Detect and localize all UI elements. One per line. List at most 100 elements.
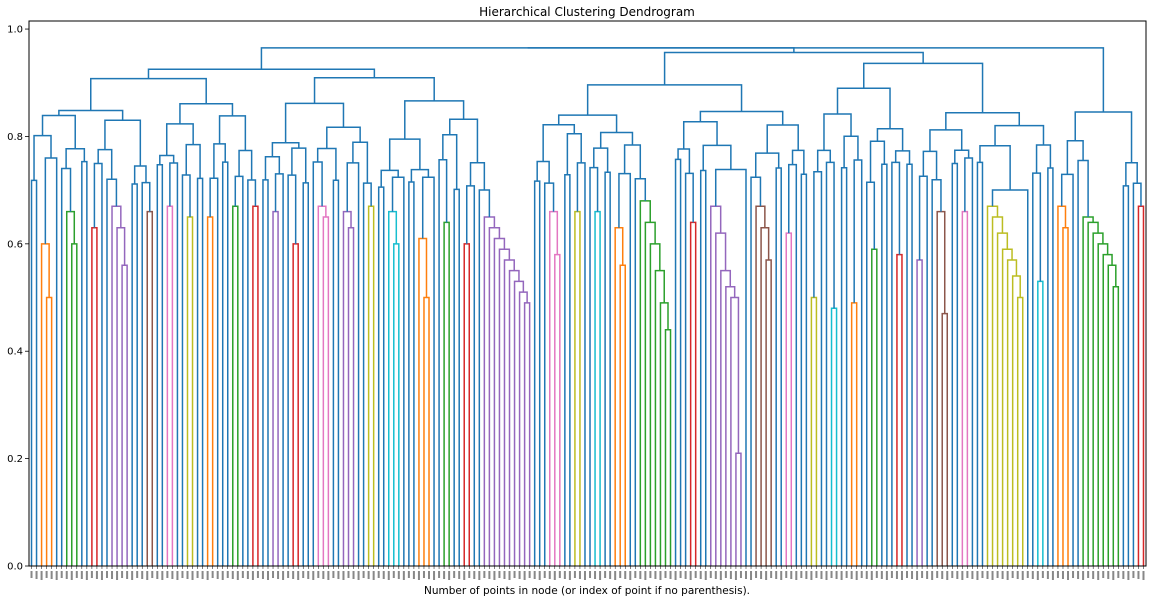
dendrogram-link — [994, 124, 1045, 146]
leaf-tick-label-glyph — [40, 571, 43, 580]
y-tick-label: 0.0 — [7, 562, 23, 573]
leaf-tick-label-glyph — [714, 571, 717, 579]
leaf-tick-label-glyph — [317, 571, 320, 578]
leaf-tick-label-glyph — [604, 571, 607, 578]
dendrogram-link — [58, 109, 124, 121]
leaf-tick-label-glyph — [724, 571, 727, 578]
leaf-tick-label-glyph — [136, 571, 139, 578]
dendrogram-link — [527, 47, 1105, 113]
leaf-tick-label-glyph — [548, 571, 551, 579]
leaf-tick-label-glyph — [146, 571, 149, 580]
leaf-tick-label-glyph — [951, 571, 954, 578]
dendrogram-link — [284, 102, 345, 143]
dendrogram-link — [702, 144, 732, 171]
leaf-tick-label-glyph — [1026, 571, 1029, 578]
dendrogram-link — [715, 232, 727, 566]
leaf-tick-label-glyph — [790, 571, 793, 579]
leaf-tick-label-glyph — [1112, 571, 1115, 580]
leaf-tick-label-glyph — [478, 571, 481, 580]
dendrogram-link — [1035, 144, 1052, 174]
leaf-tick-label-glyph — [85, 571, 88, 580]
dendrogram-link — [830, 307, 838, 566]
dendrogram-link — [566, 132, 582, 175]
leaf-tick-label-glyph — [830, 571, 833, 578]
leaf-tick-label-glyph — [629, 571, 632, 580]
leaf-tick-label-glyph — [206, 571, 209, 580]
dendrogram-link — [146, 210, 154, 566]
dendrogram-link — [1006, 259, 1018, 566]
leaf-tick-label-glyph — [458, 571, 461, 579]
y-tick-label: 0.6 — [7, 239, 23, 250]
dendrogram-link — [619, 264, 626, 566]
dendrogram-link — [465, 185, 476, 566]
leaf-tick-label-glyph — [619, 571, 622, 578]
dendrogram-link — [936, 210, 946, 566]
leaf-tick-label-glyph — [65, 571, 68, 579]
dendrogram-link — [644, 221, 656, 566]
dendrogram-link — [352, 141, 369, 184]
leaf-tick-label-glyph — [986, 571, 989, 579]
leaf-tick-label-glyph — [880, 571, 883, 579]
leaf-tick-label-glyph — [669, 571, 672, 579]
dendrogram-link — [388, 210, 398, 566]
leaf-tick-label-glyph — [966, 571, 969, 578]
leaf-tick-label-glyph — [649, 571, 652, 578]
dendrogram-link — [810, 296, 818, 566]
leaf-tick-label-glyph — [513, 571, 516, 578]
dendrogram-link — [65, 148, 86, 169]
dendrogram-link — [463, 243, 471, 566]
dendrogram-link — [313, 76, 435, 104]
dendrogram-link — [1060, 173, 1074, 566]
leaf-tick-label-glyph — [337, 571, 340, 579]
leaf-tick-label-glyph — [105, 571, 108, 578]
leaf-tick-label-glyph — [583, 571, 586, 580]
leaf-tick-label-glyph — [981, 571, 984, 578]
dendrogram-link — [1137, 205, 1145, 566]
leaf-tick-label-glyph — [438, 571, 441, 578]
dendrogram-link — [682, 121, 718, 150]
leaf-tick-label-glyph — [272, 571, 275, 578]
leaf-tick-label-glyph — [770, 571, 773, 578]
dendrogram-link — [891, 161, 901, 566]
x-axis-label: Number of points in node (or index of po… — [423, 585, 751, 597]
dendrogram-link — [186, 216, 194, 566]
leaf-tick-label-glyph — [599, 571, 602, 580]
leaf-tick-label-glyph — [287, 571, 290, 578]
leaf-tick-label-glyph — [624, 571, 627, 579]
dendrogram-link — [677, 148, 691, 174]
leaf-tick-label-glyph — [473, 571, 476, 579]
leaf-tick-label-glyph — [422, 571, 425, 578]
dendrogram-link — [347, 226, 355, 566]
dendrogram-link — [843, 135, 859, 168]
dendrogram-link — [274, 173, 284, 566]
leaf-tick-label-glyph — [483, 571, 486, 578]
dendrogram-links — [30, 47, 1145, 566]
dendrogram-link — [141, 181, 151, 566]
leaf-tick-label-glyph — [996, 571, 999, 578]
leaf-tick-label-glyph — [342, 571, 345, 580]
leaf-tick-label-glyph — [327, 571, 330, 580]
leaf-tick-label-glyph — [181, 571, 184, 578]
dendrogram-link — [593, 147, 609, 173]
leaf-tick-label-glyph — [971, 571, 974, 579]
leaf-tick-label-glyph — [845, 571, 848, 578]
dendrogram-link — [659, 302, 669, 566]
leaf-tick-label-glyph — [448, 571, 451, 580]
dendrogram-link — [836, 87, 891, 129]
dendrogram-link — [881, 163, 888, 566]
leaf-tick-label-glyph — [709, 571, 712, 578]
dendrogram-link — [1112, 286, 1120, 566]
dendrogram-link — [766, 124, 799, 154]
leaf-tick-label-glyph — [885, 571, 888, 580]
leaf-tick-label-glyph — [639, 571, 642, 579]
leaf-tick-label-glyph — [1051, 571, 1054, 580]
leaf-tick-label-glyph — [186, 571, 189, 579]
leaf-tick-label-glyph — [674, 571, 677, 580]
dendrogram-link — [639, 200, 651, 566]
dendrogram-link — [404, 100, 465, 140]
dendrogram-link — [599, 131, 634, 149]
leaf-tick-label-glyph — [312, 571, 315, 580]
leaf-tick-label-glyph — [412, 571, 415, 579]
leaf-tick-label-glyph — [508, 571, 511, 580]
leaf-tick-label-glyph — [523, 571, 526, 580]
